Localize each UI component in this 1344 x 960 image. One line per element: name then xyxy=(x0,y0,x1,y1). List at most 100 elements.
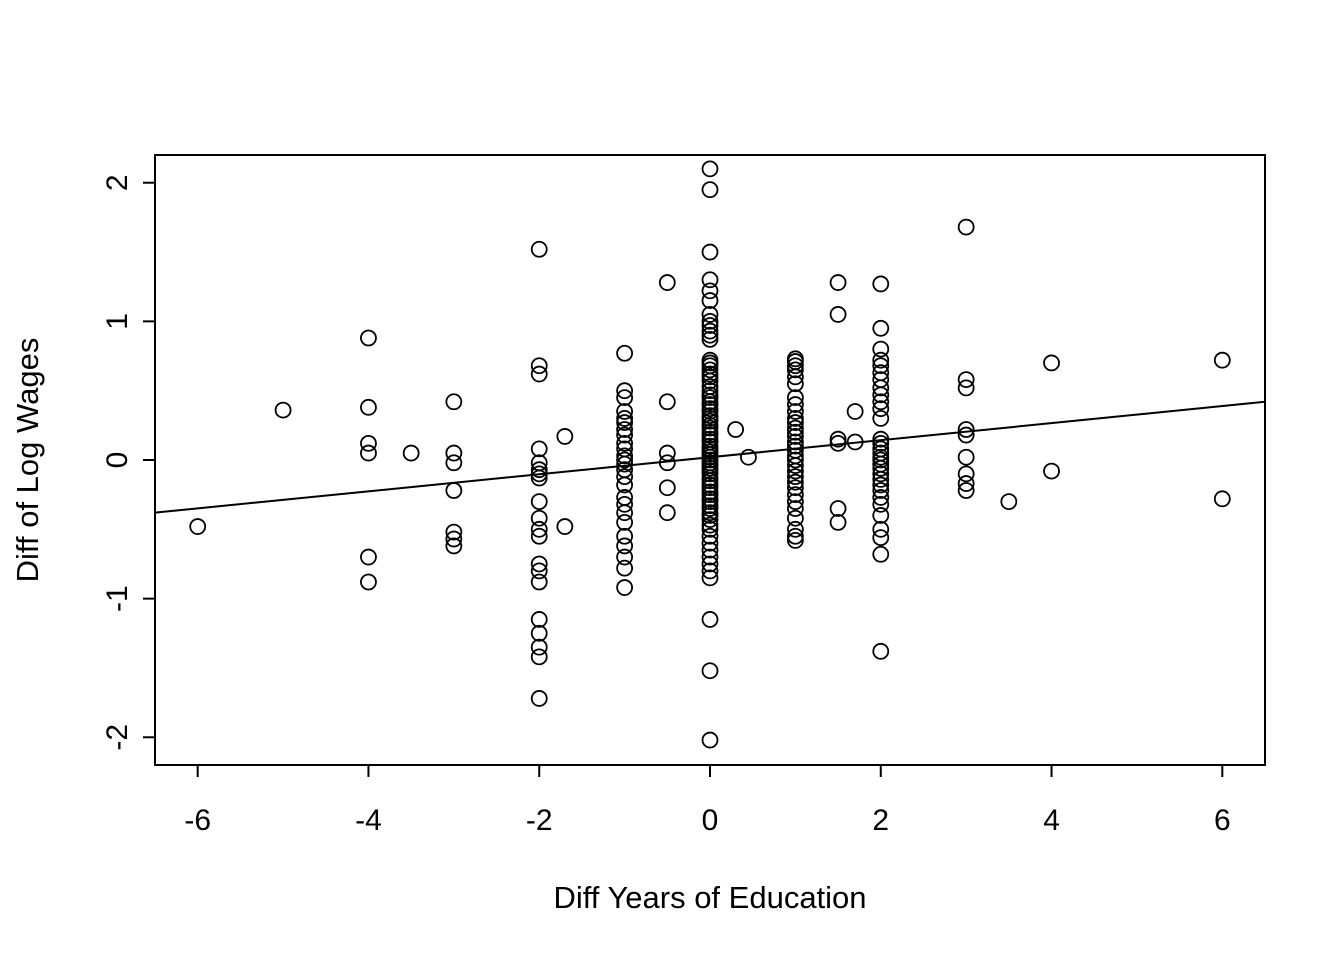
data-point xyxy=(616,468,634,486)
data-point xyxy=(701,611,719,628)
data-point xyxy=(727,421,745,438)
data-point xyxy=(829,274,847,291)
data-point xyxy=(616,559,634,577)
data-point xyxy=(701,465,719,483)
data-point xyxy=(530,638,548,656)
data-point xyxy=(616,548,634,566)
data-point xyxy=(872,529,890,547)
data-point xyxy=(616,344,634,362)
data-point xyxy=(402,444,420,462)
data-point xyxy=(530,365,548,383)
data-point xyxy=(616,403,634,420)
y-axis-label: Diff of Log Wages xyxy=(10,338,45,583)
data-point xyxy=(872,351,890,369)
data-point xyxy=(701,330,719,348)
data-point xyxy=(445,537,463,555)
data-point xyxy=(658,444,676,462)
data-point xyxy=(701,662,719,680)
data-point xyxy=(786,357,804,375)
data-point xyxy=(530,690,548,707)
data-point xyxy=(701,548,719,566)
data-point xyxy=(957,448,975,466)
data-point xyxy=(701,312,719,330)
data-point xyxy=(360,398,377,416)
data-point xyxy=(701,479,719,497)
data-point xyxy=(872,471,890,488)
data-point xyxy=(957,465,975,483)
data-point xyxy=(786,500,804,517)
x-tick-label: 0 xyxy=(702,804,719,837)
data-point xyxy=(701,361,719,379)
data-point xyxy=(701,396,719,413)
data-point xyxy=(616,455,634,473)
data-point xyxy=(616,382,634,400)
data-point xyxy=(701,486,719,504)
data-point xyxy=(872,520,890,538)
data-point xyxy=(616,451,634,469)
x-tick-label: -4 xyxy=(355,804,382,837)
data-point xyxy=(701,516,719,534)
data-point xyxy=(872,340,890,358)
data-point xyxy=(786,486,804,504)
data-point xyxy=(701,541,719,559)
data-point xyxy=(530,357,548,375)
data-point xyxy=(701,181,719,199)
data-point xyxy=(786,423,804,441)
data-point xyxy=(616,421,634,438)
data-point xyxy=(445,523,463,541)
data-point xyxy=(616,447,634,465)
data-point xyxy=(360,573,377,591)
data-point xyxy=(701,419,719,437)
data-point xyxy=(786,396,804,413)
data-point xyxy=(616,579,634,596)
data-point xyxy=(701,292,719,309)
data-point xyxy=(786,527,804,545)
data-point xyxy=(530,611,548,628)
data-point xyxy=(701,403,719,420)
data-point xyxy=(1213,351,1231,369)
y-tick-label: -2 xyxy=(101,724,134,751)
data-point xyxy=(846,403,864,420)
data-point xyxy=(786,462,804,480)
data-point xyxy=(530,555,548,573)
data-point xyxy=(786,433,804,451)
data-point xyxy=(1213,490,1231,508)
data-point xyxy=(701,322,719,340)
data-point xyxy=(616,495,634,513)
data-point xyxy=(530,648,548,666)
data-point xyxy=(872,319,890,337)
data-point xyxy=(701,511,719,529)
data-point xyxy=(872,482,890,499)
data-point xyxy=(530,469,548,487)
data-point xyxy=(786,457,804,474)
data-point xyxy=(530,461,548,479)
x-tick-label: 4 xyxy=(1043,804,1060,837)
data-point xyxy=(445,444,463,462)
data-point xyxy=(786,368,804,386)
data-point xyxy=(616,537,634,555)
data-point xyxy=(701,507,719,524)
data-point xyxy=(701,326,719,344)
data-point xyxy=(786,389,804,407)
data-point xyxy=(616,434,634,452)
data-point xyxy=(445,454,463,472)
data-point xyxy=(1043,462,1060,480)
data-point xyxy=(445,530,463,548)
data-point xyxy=(872,545,890,563)
data-point xyxy=(786,410,804,427)
data-point xyxy=(556,428,574,445)
x-tick-label: 2 xyxy=(872,804,889,837)
data-point xyxy=(957,371,975,388)
data-point xyxy=(616,389,634,407)
data-point xyxy=(786,414,804,431)
data-point xyxy=(658,504,676,522)
data-point xyxy=(829,513,847,531)
data-point xyxy=(189,518,207,535)
data-point xyxy=(701,382,719,400)
data-point xyxy=(786,509,804,527)
data-point xyxy=(872,357,890,375)
data-point xyxy=(872,642,890,660)
data-point xyxy=(701,500,719,517)
data-point xyxy=(701,534,719,552)
